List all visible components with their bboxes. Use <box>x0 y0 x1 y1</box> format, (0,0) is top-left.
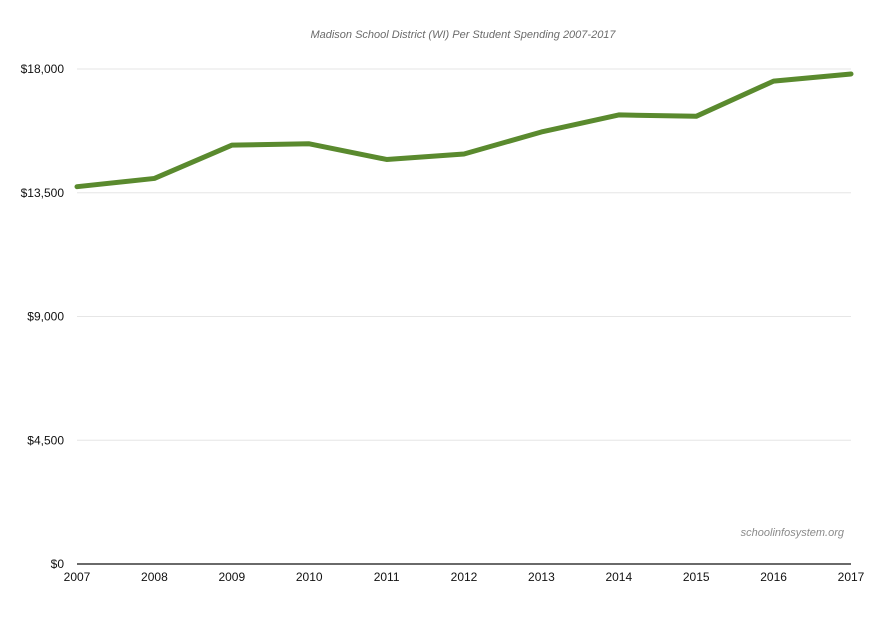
x-tick-label: 2014 <box>605 570 632 584</box>
y-tick-label: $9,000 <box>27 310 64 324</box>
y-axis-tick-labels: $0 $4,500 $9,000 $13,500 $18,000 <box>21 62 65 571</box>
x-tick-label: 2011 <box>374 570 400 584</box>
x-tick-label: 2010 <box>296 570 323 584</box>
x-tick-label: 2017 <box>838 570 865 584</box>
x-tick-label: 2007 <box>64 570 91 584</box>
series-line <box>74 71 854 190</box>
y-tick-label: $18,000 <box>21 62 65 76</box>
y-tick-label: $13,500 <box>21 186 65 200</box>
x-tick-label: 2013 <box>528 570 555 584</box>
chart-title: Madison School District (WI) Per Student… <box>310 29 616 41</box>
x-axis-tick-labels: 2007 2008 2009 2010 2011 2012 2013 2014 2015 2016… <box>64 570 865 584</box>
x-tick-label: 2015 <box>683 570 710 584</box>
x-tick-label: 2009 <box>218 570 245 584</box>
x-tick-label: 2012 <box>451 570 478 584</box>
x-tick-label: 2008 <box>141 570 168 584</box>
source-watermark: schoolinfosystem.org <box>741 527 845 539</box>
series-lines <box>74 71 854 190</box>
y-tick-label: $4,500 <box>27 433 64 447</box>
y-tick-label: $0 <box>51 557 65 571</box>
x-tick-label: 2016 <box>760 570 787 584</box>
gridlines <box>77 68 851 441</box>
